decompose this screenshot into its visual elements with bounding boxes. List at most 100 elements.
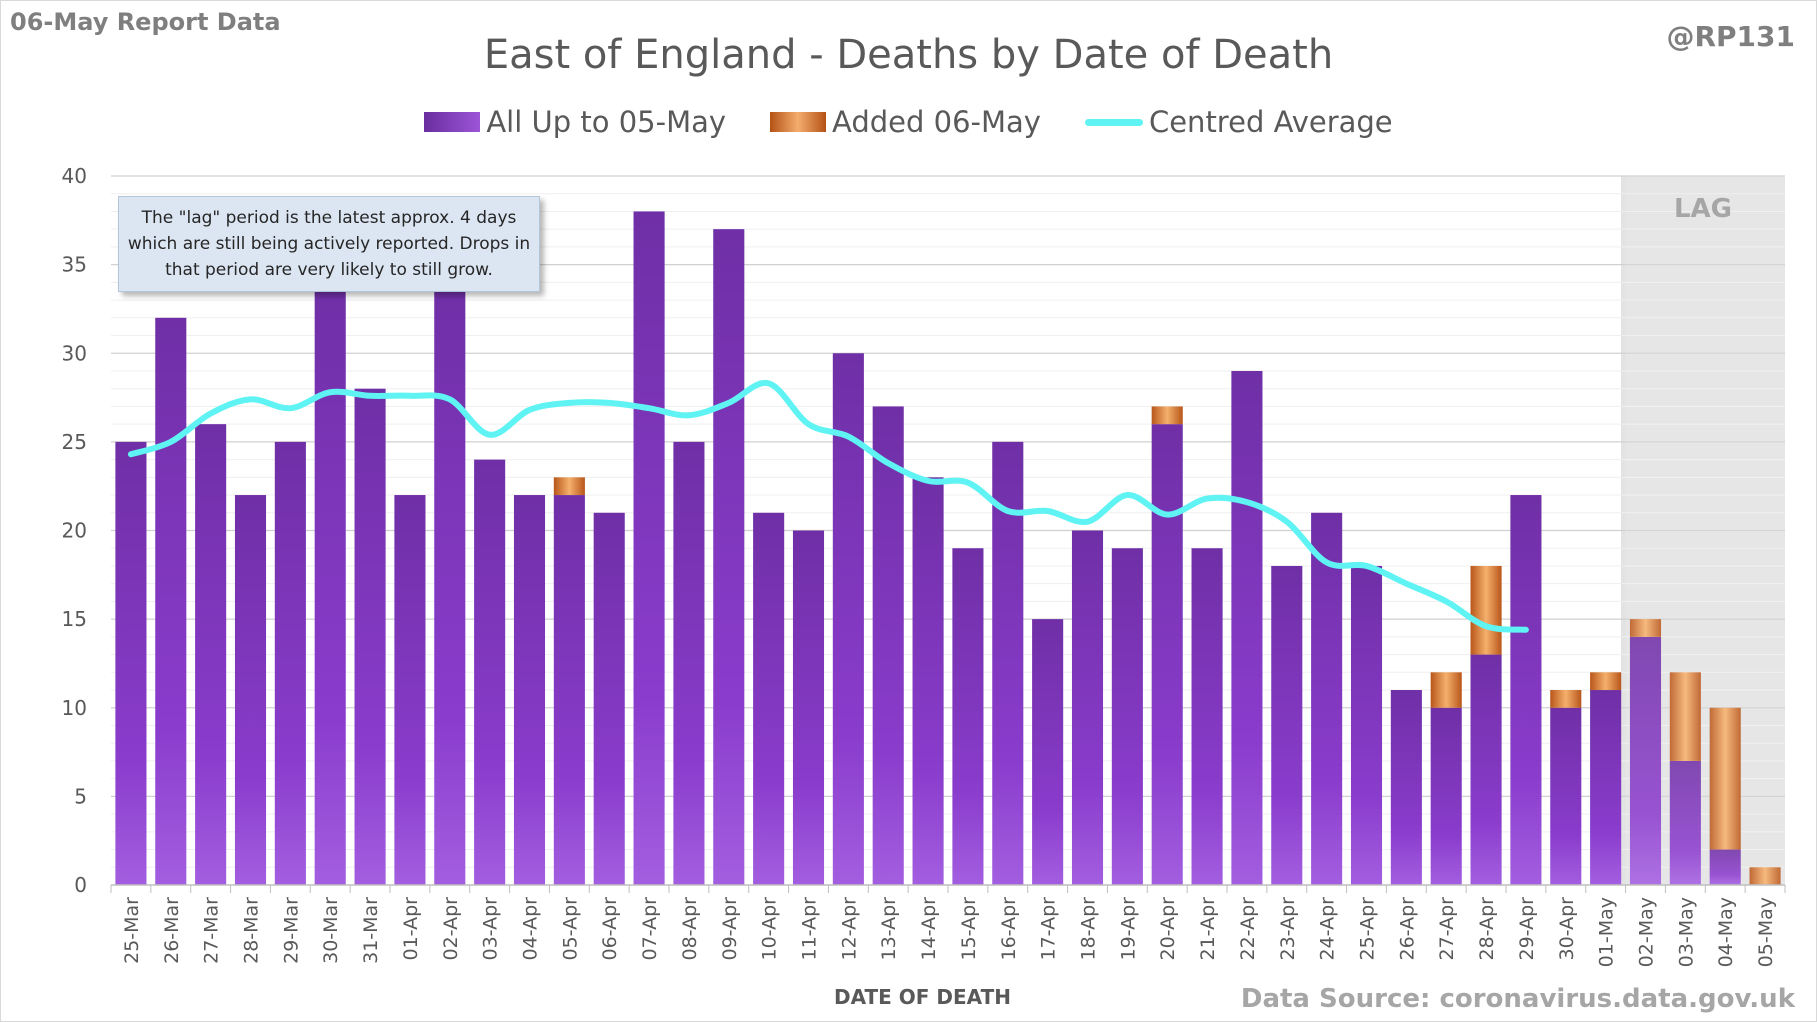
bar-all-up-to-05-may: [1470, 654, 1502, 885]
x-tick-label: 30-Apr: [1556, 897, 1578, 961]
y-axis: 0 5 10 15 20 25 30 35 40: [62, 164, 87, 897]
x-tick-label: 19-Apr: [1117, 897, 1139, 961]
bar-all-up-to-05-may: [274, 441, 306, 885]
bar-all-up-to-05-may: [1550, 707, 1582, 885]
x-tick-label: 29-Apr: [1516, 897, 1538, 961]
bar-all-up-to-05-may: [513, 495, 546, 885]
bar-all-up-to-05-may: [314, 282, 346, 886]
x-tick-label: 14-Apr: [918, 897, 940, 961]
y-tick-label: 5: [74, 784, 87, 808]
bar-all-up-to-05-may: [1350, 565, 1383, 885]
x-tick-label: 11-Apr: [799, 897, 821, 961]
bar-added-06-may: [1629, 619, 1662, 637]
bar-all-up-to-05-may: [1430, 707, 1462, 885]
x-tick-label: 27-Mar: [201, 897, 223, 964]
x-tick-label: 18-Apr: [1078, 897, 1100, 961]
x-tick-label: 27-Apr: [1436, 897, 1458, 961]
x-tick-label: 28-Mar: [241, 897, 263, 964]
bar-all-up-to-05-may: [952, 548, 984, 885]
x-tick-label: 06-Apr: [599, 897, 621, 961]
y-tick-label: 15: [62, 607, 87, 631]
y-tick-label: 25: [62, 430, 87, 454]
bar-all-up-to-05-may: [553, 495, 585, 885]
x-tick-label: 23-Apr: [1277, 897, 1299, 961]
legend-label-average: Centred Average: [1148, 105, 1393, 139]
x-tick-label: 05-Apr: [559, 897, 581, 961]
legend-label-all: All Up to 05-May: [486, 105, 727, 139]
bar-all-up-to-05-may: [1669, 760, 1701, 885]
x-tick-label: 01-May: [1596, 897, 1618, 967]
x-tick-label: 04-May: [1715, 897, 1737, 967]
bar-added-06-may: [1151, 406, 1183, 425]
x-tick-label: 26-Apr: [1396, 897, 1418, 961]
x-tick-label: 17-Apr: [1038, 897, 1060, 961]
bar-added-06-may: [1590, 672, 1622, 691]
y-tick-label: 30: [62, 341, 87, 365]
bar-all-up-to-05-may: [195, 424, 227, 885]
y-tick-label: 35: [62, 253, 87, 277]
x-tick-label: 05-May: [1755, 897, 1777, 967]
bar-all-up-to-05-may: [1510, 495, 1542, 885]
bar-all-up-to-05-may: [234, 495, 267, 885]
x-tick-label: 02-Apr: [440, 897, 462, 961]
bar-all-up-to-05-may: [1032, 619, 1064, 885]
bar-all-up-to-05-may: [633, 211, 665, 885]
x-tick-label: 03-May: [1675, 897, 1697, 967]
bar-all-up-to-05-may: [1271, 565, 1303, 885]
lag-overlay: [1625, 176, 1785, 885]
y-tick-label: 40: [62, 164, 87, 188]
x-tick-label: 24-Apr: [1317, 897, 1339, 961]
bar-all-up-to-05-may: [1311, 512, 1343, 885]
x-tick-label: 02-May: [1636, 897, 1658, 967]
data-source-credit: Data Source: coronavirus.data.gov.uk: [1240, 984, 1795, 1014]
x-tick-label: 15-Apr: [958, 897, 980, 961]
bar-all-up-to-05-may: [1111, 548, 1143, 885]
centred-average-line: [127, 379, 1529, 633]
bar-added-06-may: [1430, 672, 1462, 708]
x-tick-label: 31-Mar: [360, 897, 382, 964]
x-tick-label: 25-Mar: [121, 897, 143, 964]
x-axis: 25-Mar 26-Mar 27-Mar 28-Mar 29-Mar 30-Mar 31-M…: [110, 884, 1786, 967]
x-tick-label: 22-Apr: [1237, 897, 1259, 961]
legend-item-added: Added 06-May: [770, 105, 1041, 139]
legend-item-average: Centred Average: [1084, 105, 1393, 139]
x-tick-label: 20-Apr: [1157, 897, 1179, 961]
bar-all-up-to-05-may: [1151, 424, 1183, 885]
legend-swatch-average: [1084, 118, 1143, 126]
x-tick-label: 13-Apr: [878, 897, 900, 961]
bar-all-up-to-05-may: [593, 512, 625, 885]
bar-added-06-may: [1470, 565, 1502, 655]
x-tick-label: 30-Mar: [320, 897, 342, 964]
x-tick-label: 16-Apr: [998, 897, 1020, 961]
bar-all-up-to-05-may: [792, 530, 825, 885]
x-tick-label: 09-Apr: [719, 897, 741, 961]
bar-all-up-to-05-may: [1191, 548, 1223, 885]
bar-all-up-to-05-may: [354, 388, 386, 885]
x-tick-label: 10-Apr: [759, 897, 781, 961]
bar-all-up-to-05-may: [434, 282, 466, 886]
bar-all-up-to-05-may: [474, 459, 506, 885]
bar-all-up-to-05-may: [992, 441, 1024, 885]
legend-item-all: All Up to 05-May: [424, 105, 726, 139]
bars: [115, 176, 1785, 886]
x-tick-label: 21-Apr: [1197, 897, 1219, 961]
bar-all-up-to-05-may: [394, 495, 426, 885]
bar-all-up-to-05-may: [1231, 370, 1263, 886]
bar-all-up-to-05-may: [912, 477, 944, 885]
bar-all-up-to-05-may: [155, 317, 187, 885]
bar-added-06-may: [1669, 672, 1701, 761]
x-tick-label: 04-Apr: [520, 897, 542, 961]
lag-label: LAG: [1674, 194, 1732, 224]
x-tick-label: 29-Mar: [280, 897, 302, 964]
bar-all-up-to-05-may: [753, 512, 785, 885]
x-tick-label: 03-Apr: [480, 897, 502, 961]
legend-swatch-all: [424, 112, 481, 132]
bar-added-06-may: [1550, 690, 1582, 708]
bar-all-up-to-05-may: [673, 441, 705, 885]
bar-all-up-to-05-may: [1629, 636, 1662, 885]
legend-label-added: Added 06-May: [832, 105, 1041, 139]
chart-title: East of England - Deaths by Date of Deat…: [483, 32, 1334, 78]
x-tick-label: 08-Apr: [679, 897, 701, 961]
bar-all-up-to-05-may: [713, 229, 745, 886]
